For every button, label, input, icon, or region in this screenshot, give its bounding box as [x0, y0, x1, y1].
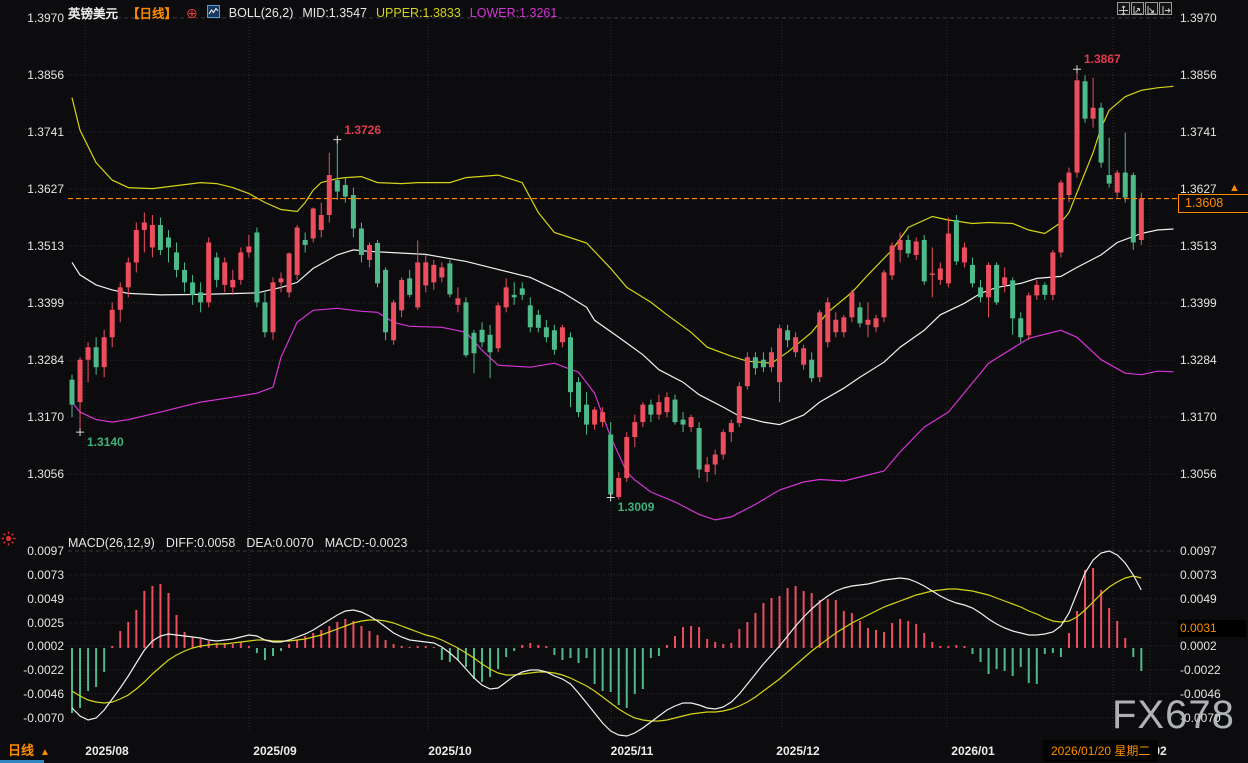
selected-date-tooltip: 2026/01/20 星期二 [1043, 740, 1159, 762]
axis-scale-right-icon[interactable] [1145, 2, 1158, 15]
macd-axis-label: 0.0097 [27, 544, 64, 558]
macd-axis-label: 0.0073 [1180, 568, 1217, 582]
macd-axis-label: 0.0073 [27, 568, 64, 582]
price-axis-label: 1.3056 [27, 467, 64, 481]
timeframe-label: 日线 [8, 743, 35, 758]
macd-axis-label: -0.0046 [1180, 687, 1221, 701]
price-axis-label: 1.3056 [1180, 467, 1217, 481]
timeframe-underline [0, 760, 44, 763]
period-tag[interactable]: 【日线】 [127, 7, 178, 21]
boll-upper-value: UPPER:1.3833 [376, 5, 461, 20]
indicator-marker-icon[interactable] [1, 531, 16, 551]
time-axis-label: 2025/09 [253, 744, 297, 758]
macd-axis-label: -0.0022 [1180, 663, 1221, 677]
macd-current-value-box: 0.0031 [1178, 620, 1246, 637]
timeframe-arrow-icon: ▲ [40, 747, 50, 758]
price-annotation: 1.3009 [617, 500, 655, 515]
boll-label: BOLL(26,2) [228, 5, 294, 20]
time-axis-label: 2025/12 [776, 744, 820, 758]
price-axis-label: 1.3170 [1180, 410, 1217, 425]
price-axis-label: 1.3741 [27, 125, 64, 140]
boll-lower-value: LOWER:1.3261 [469, 5, 558, 20]
price-axis-label: 1.3627 [1180, 182, 1217, 197]
macd-axis-label: 0.0025 [27, 616, 64, 630]
macd-axis-label: 0.0049 [1180, 592, 1217, 606]
add-indicator-icon[interactable]: ⊕ [186, 4, 198, 21]
price-up-arrow-icon: ▲ [1229, 182, 1240, 194]
chart-header: 英镑美元 【日线】 ⊕ BOLL(26,2) MID:1.3547 UPPER:… [68, 3, 557, 22]
macd-hist-value: MACD:-0.0023 [324, 536, 408, 550]
price-annotation: 1.3140 [87, 435, 124, 450]
axis-scale-left-icon[interactable] [1131, 2, 1144, 15]
price-axis-label: 1.3627 [27, 182, 64, 197]
price-axis-label: 1.3513 [1180, 238, 1217, 253]
price-axis-label: 1.3399 [27, 295, 64, 310]
macd-axis-label: -0.0046 [23, 687, 64, 701]
macd-axis-label: 0.0002 [1180, 639, 1217, 653]
price-axis-label: 1.3970 [27, 10, 64, 25]
time-axis-label: 2025/10 [428, 744, 472, 758]
macd-axis-label: -0.0022 [23, 663, 64, 677]
macd-dea-value: DEA:0.0070 [246, 536, 314, 550]
price-annotation: 1.3867 [1084, 52, 1121, 67]
boll-mid-value: MID:1.3547 [302, 5, 368, 20]
time-axis-label: 2025/11 [610, 744, 654, 758]
macd-diff-value: DIFF:0.0058 [165, 536, 236, 550]
macd-axis-label: 0.0002 [27, 639, 64, 653]
price-axis-label: 1.3970 [1180, 10, 1217, 25]
price-axis-label: 1.3513 [27, 238, 64, 253]
candlestick-chart-icon[interactable] [206, 4, 220, 21]
macd-axis-label: -0.0070 [23, 711, 64, 725]
price-annotation: 1.3726 [344, 122, 382, 137]
macd-axis-label: 0.0049 [27, 592, 64, 606]
price-axis-label: 1.3741 [1180, 125, 1217, 140]
price-axis-label: 1.3170 [27, 410, 64, 425]
macd-axis-label: 0.0097 [1180, 544, 1217, 558]
pan-right-icon[interactable] [1159, 2, 1172, 15]
macd-axis-label: -0.0070 [1180, 711, 1221, 725]
symbol-name: 英镑美元 [68, 7, 119, 21]
price-axis-label: 1.3284 [27, 353, 64, 368]
time-axis-label: 2026/01 [951, 744, 995, 758]
macd-header: MACD(26,12,9) DIFF:0.0058 DEA:0.0070 MAC… [68, 536, 407, 550]
current-price-box: 1.3608 [1178, 194, 1248, 213]
macd-label: MACD(26,12,9) [68, 536, 155, 550]
watermark: FX678 [1112, 693, 1235, 737]
price-axis-label: 1.3856 [1180, 67, 1217, 82]
price-axis-label: 1.3399 [1180, 295, 1217, 310]
pan-icon[interactable] [1117, 2, 1130, 16]
price-axis-label: 1.3284 [1180, 353, 1217, 368]
price-axis-label: 1.3856 [27, 67, 64, 82]
timeframe-badge[interactable]: 日线 ▲ [8, 742, 50, 760]
time-axis-label: 2025/08 [85, 744, 129, 758]
